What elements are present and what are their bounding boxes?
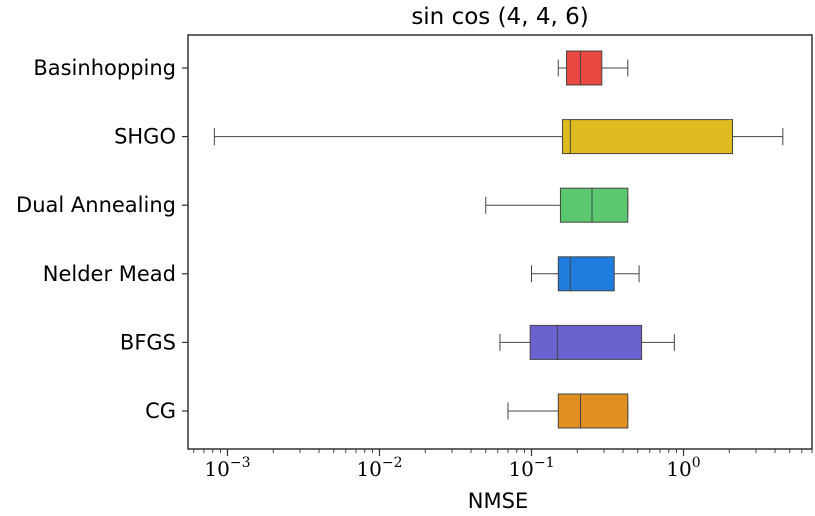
category-labels: Basinhopping SHGO Dual Annealing Nelder Mea…	[16, 56, 188, 423]
category-label-bfgs: BFGS	[120, 330, 176, 354]
iqr-box-basinhopping	[566, 50, 603, 86]
iqr-box-bfgs	[529, 324, 643, 360]
category-label-nelder-mead: Nelder Mead	[43, 262, 176, 286]
category-label-dual-annealing: Dual Annealing	[16, 193, 176, 217]
iqr-box-shgo	[562, 119, 734, 155]
x-tick-label: 10−2	[356, 455, 402, 481]
x-tick-label: 10−1	[508, 455, 554, 481]
box-cg	[507, 393, 629, 429]
iqr-box-cg	[557, 393, 629, 429]
x-tick-label: 100	[666, 455, 700, 481]
box-shgo	[213, 119, 784, 155]
box-basinhopping	[557, 50, 629, 86]
x-axis-label: NMSE	[468, 489, 528, 513]
category-label-basinhopping: Basinhopping	[33, 56, 176, 80]
x-tick-label: 10−3	[204, 455, 250, 481]
category-label-shgo: SHGO	[114, 125, 176, 149]
chart-title: sin cos (4, 4, 6)	[411, 4, 588, 30]
iqr-box-nelder-mead	[557, 256, 615, 292]
box-bfgs	[499, 324, 675, 360]
category-label-cg: CG	[145, 399, 176, 423]
iqr-box-dual-annealing	[559, 187, 629, 223]
plot-frame	[187, 34, 813, 450]
box-series	[213, 50, 784, 429]
box-nelder-mead	[531, 256, 640, 292]
box-dual-annealing	[485, 187, 629, 223]
x-axis: 10−3 10−2 10−1 100	[193, 449, 813, 481]
